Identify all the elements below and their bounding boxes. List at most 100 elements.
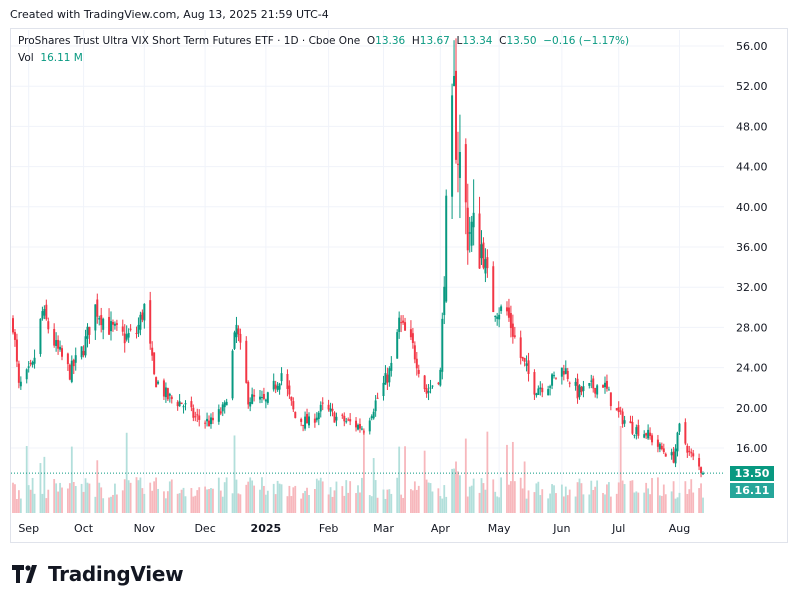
candle-body <box>349 419 352 422</box>
volume-bar <box>141 488 144 513</box>
volume-bar <box>251 480 254 513</box>
volume-bar <box>441 498 444 513</box>
volume-bar <box>521 488 524 513</box>
candle-body <box>258 396 261 400</box>
candle-body <box>429 387 432 389</box>
volume-bar <box>486 431 489 513</box>
candle-body <box>537 388 540 395</box>
volume-bar <box>266 490 269 513</box>
candle-body <box>233 332 236 349</box>
volume-bar <box>98 482 101 513</box>
volume-bar <box>43 456 46 513</box>
candle-body <box>413 345 416 360</box>
volume-bar <box>564 486 567 513</box>
volume-bar <box>472 478 475 513</box>
candle-body <box>19 381 22 387</box>
candle-body <box>315 417 318 421</box>
candle-body <box>647 429 650 439</box>
candle-body <box>480 244 483 259</box>
volume-bar <box>204 486 207 513</box>
candle-body <box>362 431 365 433</box>
volume-bar <box>253 485 256 513</box>
volume-bar <box>439 496 442 513</box>
candle-body <box>347 419 350 421</box>
y-tick-label: 44.00 <box>736 161 768 174</box>
volume-bar <box>506 444 508 513</box>
volume-bar <box>606 484 608 513</box>
candle-body <box>135 332 138 334</box>
volume-bar <box>259 489 261 513</box>
candle-body <box>72 359 75 367</box>
volume-bar <box>302 493 305 513</box>
volume-bar <box>594 486 597 513</box>
candle-body <box>12 318 14 333</box>
candle-body <box>374 400 377 412</box>
volume-bar <box>361 477 363 513</box>
x-tick-label: Dec <box>194 522 215 535</box>
volume-bar <box>233 435 236 513</box>
volume-bar <box>400 494 403 513</box>
candle-body <box>605 380 608 389</box>
volume-bar <box>33 493 36 513</box>
candle-body <box>635 427 638 435</box>
volume-bar <box>547 498 550 513</box>
candle-body <box>45 304 48 320</box>
candle-body <box>235 324 238 338</box>
volume-bar <box>321 481 324 513</box>
candle-body <box>127 332 130 338</box>
volume-bar <box>678 492 681 513</box>
tradingview-logo[interactable]: TradingView <box>12 562 184 586</box>
volume-bar <box>206 489 208 513</box>
close-value: 13.50 <box>506 35 537 47</box>
candle-body <box>384 373 387 385</box>
volume-bar <box>308 494 310 513</box>
candle-body <box>61 348 64 357</box>
y-tick-label: 40.00 <box>736 201 768 214</box>
candle-body <box>33 357 36 364</box>
volume-bar <box>343 495 346 513</box>
candle-body <box>592 378 595 389</box>
volume-bar <box>155 477 157 513</box>
volume-bar <box>459 475 461 513</box>
volume-bar <box>198 487 201 513</box>
candle-body <box>98 317 101 320</box>
candle-body <box>482 242 485 268</box>
volume-bar <box>523 461 526 513</box>
volume-bar <box>100 487 103 513</box>
candle-body <box>662 448 665 453</box>
candle-body <box>535 393 538 396</box>
volume-bar <box>533 492 536 513</box>
volume-bar <box>239 494 242 513</box>
volume-bar <box>219 490 222 513</box>
candle-body <box>182 406 185 408</box>
candle-body <box>168 393 171 396</box>
volume-bar <box>413 481 416 513</box>
x-tick-label: Oct <box>74 522 94 535</box>
candle-body <box>686 445 689 453</box>
candle-body <box>306 413 309 424</box>
candle-body <box>478 213 481 269</box>
candle-body <box>427 390 430 393</box>
volume-bar <box>55 483 58 513</box>
volume-bar <box>247 481 250 513</box>
volume-bar <box>455 461 457 513</box>
volume-bar <box>249 477 252 513</box>
volume-bar <box>59 482 61 513</box>
candle-body <box>621 411 624 425</box>
volume-bar <box>562 496 565 513</box>
candle-body <box>192 407 195 418</box>
volume-bar <box>382 489 385 513</box>
volume-bar <box>292 487 295 513</box>
volume-bar <box>453 468 455 513</box>
candle-body <box>153 352 156 375</box>
volume-bar <box>121 490 124 513</box>
candle-body <box>327 404 330 410</box>
volume-bar <box>349 481 352 513</box>
candle-body <box>343 415 346 422</box>
candle-body <box>43 309 46 316</box>
candle-body <box>300 418 303 422</box>
candle-body <box>125 334 128 340</box>
volume-bar <box>196 490 199 513</box>
volume-bar <box>692 492 695 513</box>
